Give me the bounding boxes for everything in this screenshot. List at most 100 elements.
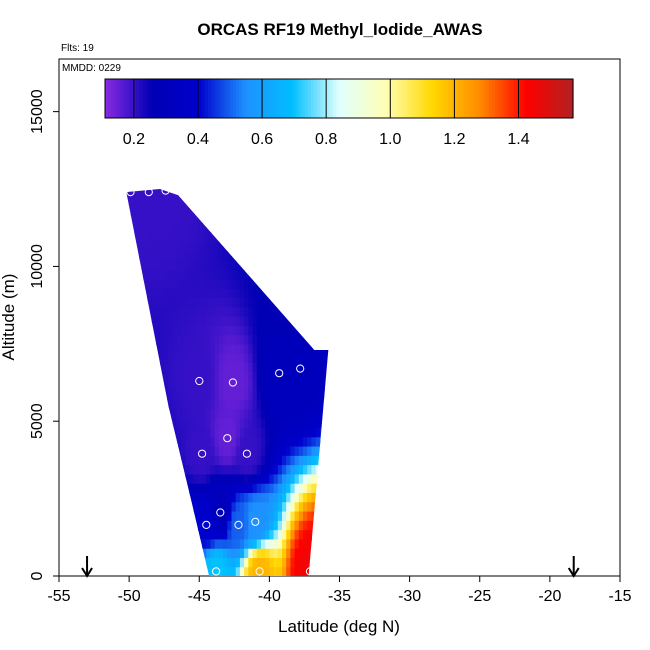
field-cell	[252, 427, 258, 438]
sample-points	[126, 186, 319, 576]
field-cell	[290, 408, 296, 419]
field-cell	[159, 315, 165, 326]
field-cell	[210, 306, 216, 317]
field-cell	[185, 408, 191, 419]
colorbar-cell	[566, 79, 571, 118]
field-cell	[260, 408, 266, 419]
field-cell	[185, 464, 191, 475]
field-cell	[172, 250, 178, 261]
field-cell	[164, 343, 169, 354]
colorbar-cell	[523, 79, 527, 118]
colorbar-cell	[463, 79, 468, 118]
field-cell	[147, 195, 153, 206]
field-cell	[307, 343, 313, 354]
field-cell	[252, 566, 258, 576]
colorbar-cell	[385, 79, 390, 118]
field-cell	[193, 297, 199, 308]
field-cell	[244, 278, 249, 289]
field-cell	[147, 213, 153, 224]
field-cell	[282, 408, 287, 419]
field-cell	[151, 278, 157, 289]
field-cell	[197, 371, 203, 382]
field-cell	[227, 380, 233, 391]
field-cell	[185, 390, 191, 401]
field-cell	[319, 362, 325, 373]
field-cell	[185, 362, 191, 373]
field-cell	[244, 473, 249, 484]
field-cell	[256, 557, 262, 568]
field-cell	[176, 223, 182, 233]
field-cell	[202, 306, 207, 317]
field-cell	[218, 538, 224, 549]
field-cell	[214, 278, 220, 289]
field-cell	[269, 501, 275, 512]
colorbar-cell	[310, 79, 315, 118]
field-cell	[303, 501, 308, 512]
field-cell	[168, 334, 174, 345]
field-cell	[282, 315, 287, 326]
field-cell	[193, 213, 199, 224]
field-cell	[197, 223, 203, 233]
field-cell	[193, 343, 199, 354]
field-cell	[134, 189, 140, 196]
field-cell	[193, 418, 199, 428]
field-cell	[176, 306, 182, 317]
field-cell	[282, 380, 287, 391]
field-cell	[235, 464, 241, 475]
field-cell	[290, 427, 296, 438]
field-cell	[134, 241, 140, 252]
field-cell	[176, 325, 182, 336]
field-cell	[151, 204, 157, 215]
field-cell	[223, 306, 228, 317]
field-cell	[197, 241, 203, 252]
colorbar-cell	[164, 79, 168, 118]
colorbar-cell	[445, 79, 449, 118]
field-cell	[197, 464, 203, 475]
colorbar-cell	[554, 79, 558, 118]
colorbar-cell	[317, 79, 321, 118]
field-cell	[256, 520, 262, 531]
field-cell	[311, 371, 317, 382]
sample-point	[144, 188, 153, 197]
field-cell	[319, 399, 325, 410]
field-cell	[172, 408, 178, 419]
field-cell	[290, 538, 296, 549]
colorbar-cell	[413, 79, 418, 118]
field-cell	[197, 250, 203, 261]
colorbar-cell	[251, 79, 256, 118]
field-cell	[176, 315, 182, 326]
field-cell	[223, 334, 228, 345]
field-cell	[189, 445, 195, 456]
field-cell	[269, 483, 275, 494]
field-cell	[239, 278, 245, 289]
field-cell	[181, 278, 186, 289]
field-cell	[176, 362, 182, 373]
field-cell	[324, 362, 329, 373]
field-cell	[164, 390, 169, 401]
colorbar-cell	[289, 79, 293, 118]
field-cell	[231, 269, 237, 280]
field-cell	[210, 538, 216, 549]
field-cell	[307, 538, 313, 549]
field-cell	[223, 269, 228, 280]
field-cell	[265, 418, 270, 428]
field-cell	[134, 223, 140, 233]
field-cell	[290, 390, 296, 401]
field-cell	[248, 325, 254, 336]
colorbar-cell	[139, 79, 144, 118]
colorbar-cell	[473, 79, 477, 118]
field-cell	[206, 306, 212, 317]
field-cell	[239, 529, 245, 540]
field-cell	[282, 353, 287, 363]
field-cell	[197, 306, 203, 317]
field-cell	[227, 288, 233, 298]
field-cell	[164, 223, 169, 233]
field-cell	[185, 260, 191, 271]
field-cell	[252, 297, 258, 308]
field-cell	[206, 399, 212, 410]
field-cell	[181, 343, 186, 354]
field-cell	[277, 548, 283, 559]
colorbar-cell	[326, 79, 331, 118]
field-cell	[315, 380, 321, 391]
field-cell	[303, 390, 308, 401]
